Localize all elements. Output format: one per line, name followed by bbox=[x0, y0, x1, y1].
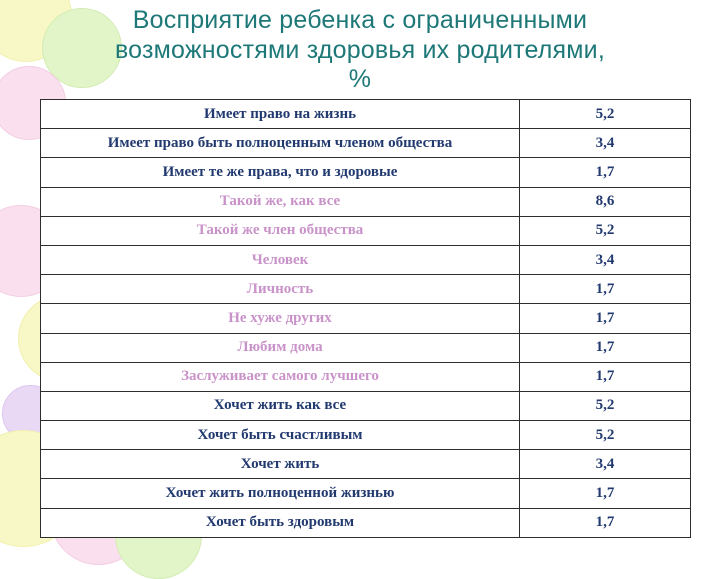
row-label: Имеет право на жизнь bbox=[40, 98, 520, 130]
row-value: 5,2 bbox=[519, 98, 691, 130]
row-value: 5,2 bbox=[519, 215, 691, 246]
slide-title: Восприятие ребенка с ограниченными возмо… bbox=[0, 0, 720, 95]
row-value: 5,2 bbox=[519, 390, 691, 422]
row-label: Хочет быть счастливым bbox=[40, 420, 520, 451]
table-row: Хочет жить 3,4 bbox=[40, 449, 691, 480]
title-line-1: Восприятие ребенка с ограниченными bbox=[132, 6, 588, 34]
table-row: Хочет жить как все 5,2 bbox=[40, 390, 691, 422]
table-row: Хочет быть здоровым 1,7 bbox=[40, 507, 691, 539]
row-value: 1,7 bbox=[519, 478, 691, 509]
row-label: Любим дома bbox=[40, 332, 520, 363]
table-row: Заслуживает самого лучшего 1,7 bbox=[40, 361, 691, 392]
table-row: Имеет те же права, что и здоровые 1,7 bbox=[40, 157, 691, 188]
perception-table-body: Имеет право на жизнь 5,2 Имеет право быть … bbox=[40, 98, 691, 539]
row-label: Личность bbox=[40, 274, 520, 305]
title-line-2: возможностями здоровья их родителями, bbox=[114, 35, 605, 64]
row-value: 5,2 bbox=[519, 420, 691, 451]
table-row: Хочет быть счастливым 5,2 bbox=[40, 420, 691, 451]
row-label: Хочет жить как все bbox=[40, 390, 520, 422]
row-label: Имеет право быть полноценным членом обще… bbox=[40, 128, 520, 159]
row-label: Не хуже других bbox=[40, 303, 520, 334]
row-label: Хочет жить bbox=[40, 449, 520, 480]
row-label: Хочет жить полноценной жизнью bbox=[40, 478, 520, 509]
row-value: 1,7 bbox=[519, 157, 691, 188]
table-row: Такой же, как все 8,6 bbox=[40, 186, 691, 217]
table-row: Имеет право быть полноценным членом обще… bbox=[40, 128, 691, 159]
perception-table: Имеет право на жизнь 5,2 Имеет право быть … bbox=[40, 98, 691, 539]
table-row: Не хуже других 1,7 bbox=[40, 303, 691, 334]
table-row: Личность 1,7 bbox=[40, 274, 691, 305]
row-value: 1,7 bbox=[519, 507, 691, 539]
row-value: 1,7 bbox=[519, 303, 691, 334]
row-label: Такой же член общества bbox=[40, 215, 520, 246]
perception-table-grid: Имеет право на жизнь 5,2 Имеет право быть … bbox=[40, 98, 691, 539]
row-value: 1,7 bbox=[519, 332, 691, 363]
row-label: Заслуживает самого лучшего bbox=[40, 361, 520, 392]
balloon-decoration bbox=[42, 8, 122, 88]
row-value: 1,7 bbox=[519, 361, 691, 392]
row-value: 1,7 bbox=[519, 274, 691, 305]
row-value: 3,4 bbox=[519, 128, 691, 159]
row-value: 8,6 bbox=[519, 186, 691, 217]
row-label: Человек bbox=[40, 244, 520, 276]
table-row: Любим дома 1,7 bbox=[40, 332, 691, 363]
title-line-3: % bbox=[348, 65, 372, 93]
row-label: Хочет быть здоровым bbox=[40, 507, 520, 539]
table-row: Такой же член общества 5,2 bbox=[40, 215, 691, 246]
table-row: Хочет жить полноценной жизнью 1,7 bbox=[40, 478, 691, 509]
row-value: 3,4 bbox=[519, 244, 691, 276]
row-label: Имеет те же права, что и здоровые bbox=[40, 157, 520, 188]
row-label: Такой же, как все bbox=[40, 186, 520, 217]
table-row: Имеет право на жизнь 5,2 bbox=[40, 98, 691, 130]
row-value: 3,4 bbox=[519, 449, 691, 480]
table-row: Человек 3,4 bbox=[40, 244, 691, 276]
